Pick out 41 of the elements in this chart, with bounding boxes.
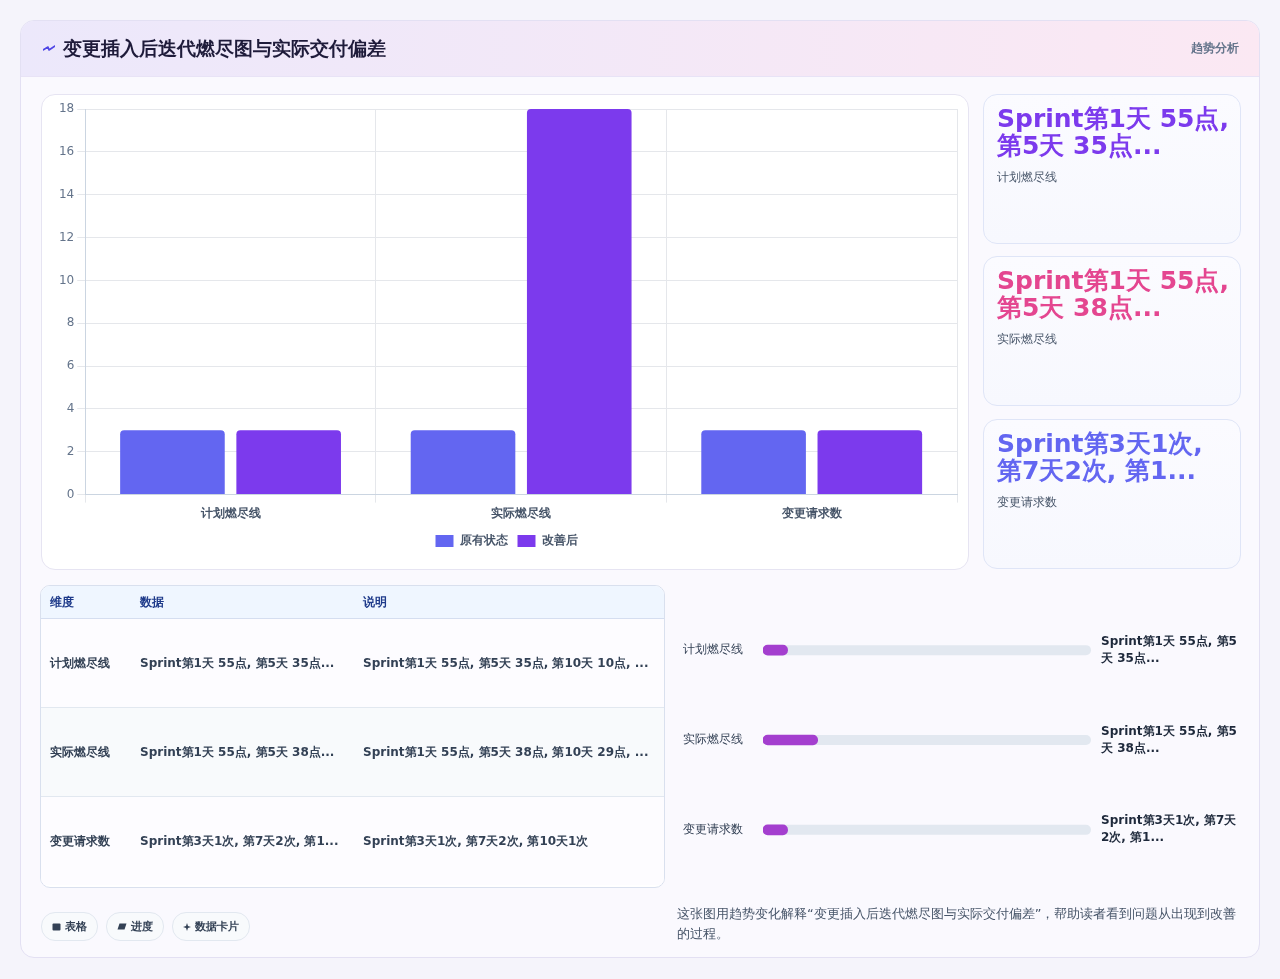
category-label: 数据 <box>131 586 354 619</box>
text: Sprint第1天 55点, 第5天 35点... <box>1100 633 1237 665</box>
category-label: 说明 <box>354 586 664 619</box>
text: 计划燃尽线 <box>997 169 1057 186</box>
x-tick-label: 变更请求数 <box>780 505 843 520</box>
y-tick-label: 10 <box>58 272 75 287</box>
y-tick-label: 2 <box>66 443 75 458</box>
y-tick-label: 16 <box>58 143 75 158</box>
text: Sprint第1天 55点, 第5天 38点... <box>1100 723 1237 755</box>
text: 变更插入后迭代燃尽图与实际交付偏差 <box>63 36 386 61</box>
y-tick-label: 6 <box>66 358 75 373</box>
y-tick-label: 14 <box>58 186 75 201</box>
y-tick-label: 12 <box>58 229 75 244</box>
text: Sprint第1天 55点, 第5天 35点... <box>140 655 335 670</box>
text: Sprint第1天 55点, 第5天 38点... <box>140 744 335 759</box>
text: Sprint第1天 55点, 第5天 35点... <box>997 104 1230 160</box>
text: 实际燃尽线 <box>997 331 1057 348</box>
y-tick-label: 18 <box>58 101 75 116</box>
text: 数据卡片 <box>195 919 239 934</box>
x-tick-label: 计划燃尽线 <box>199 505 261 520</box>
text: 趋势分析 <box>1191 40 1239 57</box>
text: Sprint第3天1次, 第7天2次, 第10天1次 <box>363 833 589 848</box>
legend-label: 改善后 <box>541 533 578 548</box>
text: 这张图用趋势变化解释“变更插入后迭代燃尽图与实际交付偏差”，帮助读者看到问题从出现到改善的过程。 <box>677 905 1238 943</box>
y-tick-label: 0 <box>66 486 75 501</box>
text: 维度 <box>41 586 131 619</box>
y-tick-label: 4 <box>66 401 75 416</box>
text: 表格 <box>65 919 87 934</box>
text: Sprint第3天1次, 第7天2次, 第1... <box>1101 813 1238 845</box>
text: Sprint第3天1次, 第7天2次, 第1... <box>140 833 339 848</box>
y-tick-label: 8 <box>66 315 75 330</box>
text: Sprint第1天 55点, 第5天 38点... <box>997 266 1230 322</box>
text: Sprint第3天1次, 第7天2次, 第1... <box>997 429 1204 485</box>
legend-label: 原有状态 <box>458 533 509 548</box>
x-tick-label: 实际燃尽线 <box>491 505 552 520</box>
y-tick-label: 计划燃尽线 <box>683 642 743 657</box>
text: Sprint第1天 55点, 第5天 38点, 第10天 29点, ... <box>363 744 649 759</box>
y-tick-label: 实际燃尽线 <box>683 732 743 747</box>
text: 进度 <box>131 919 153 934</box>
text: Sprint第1天 55点, 第5天 35点, 第10天 10点, ... <box>363 655 649 670</box>
y-tick-label: 变更请求数 <box>683 821 743 836</box>
